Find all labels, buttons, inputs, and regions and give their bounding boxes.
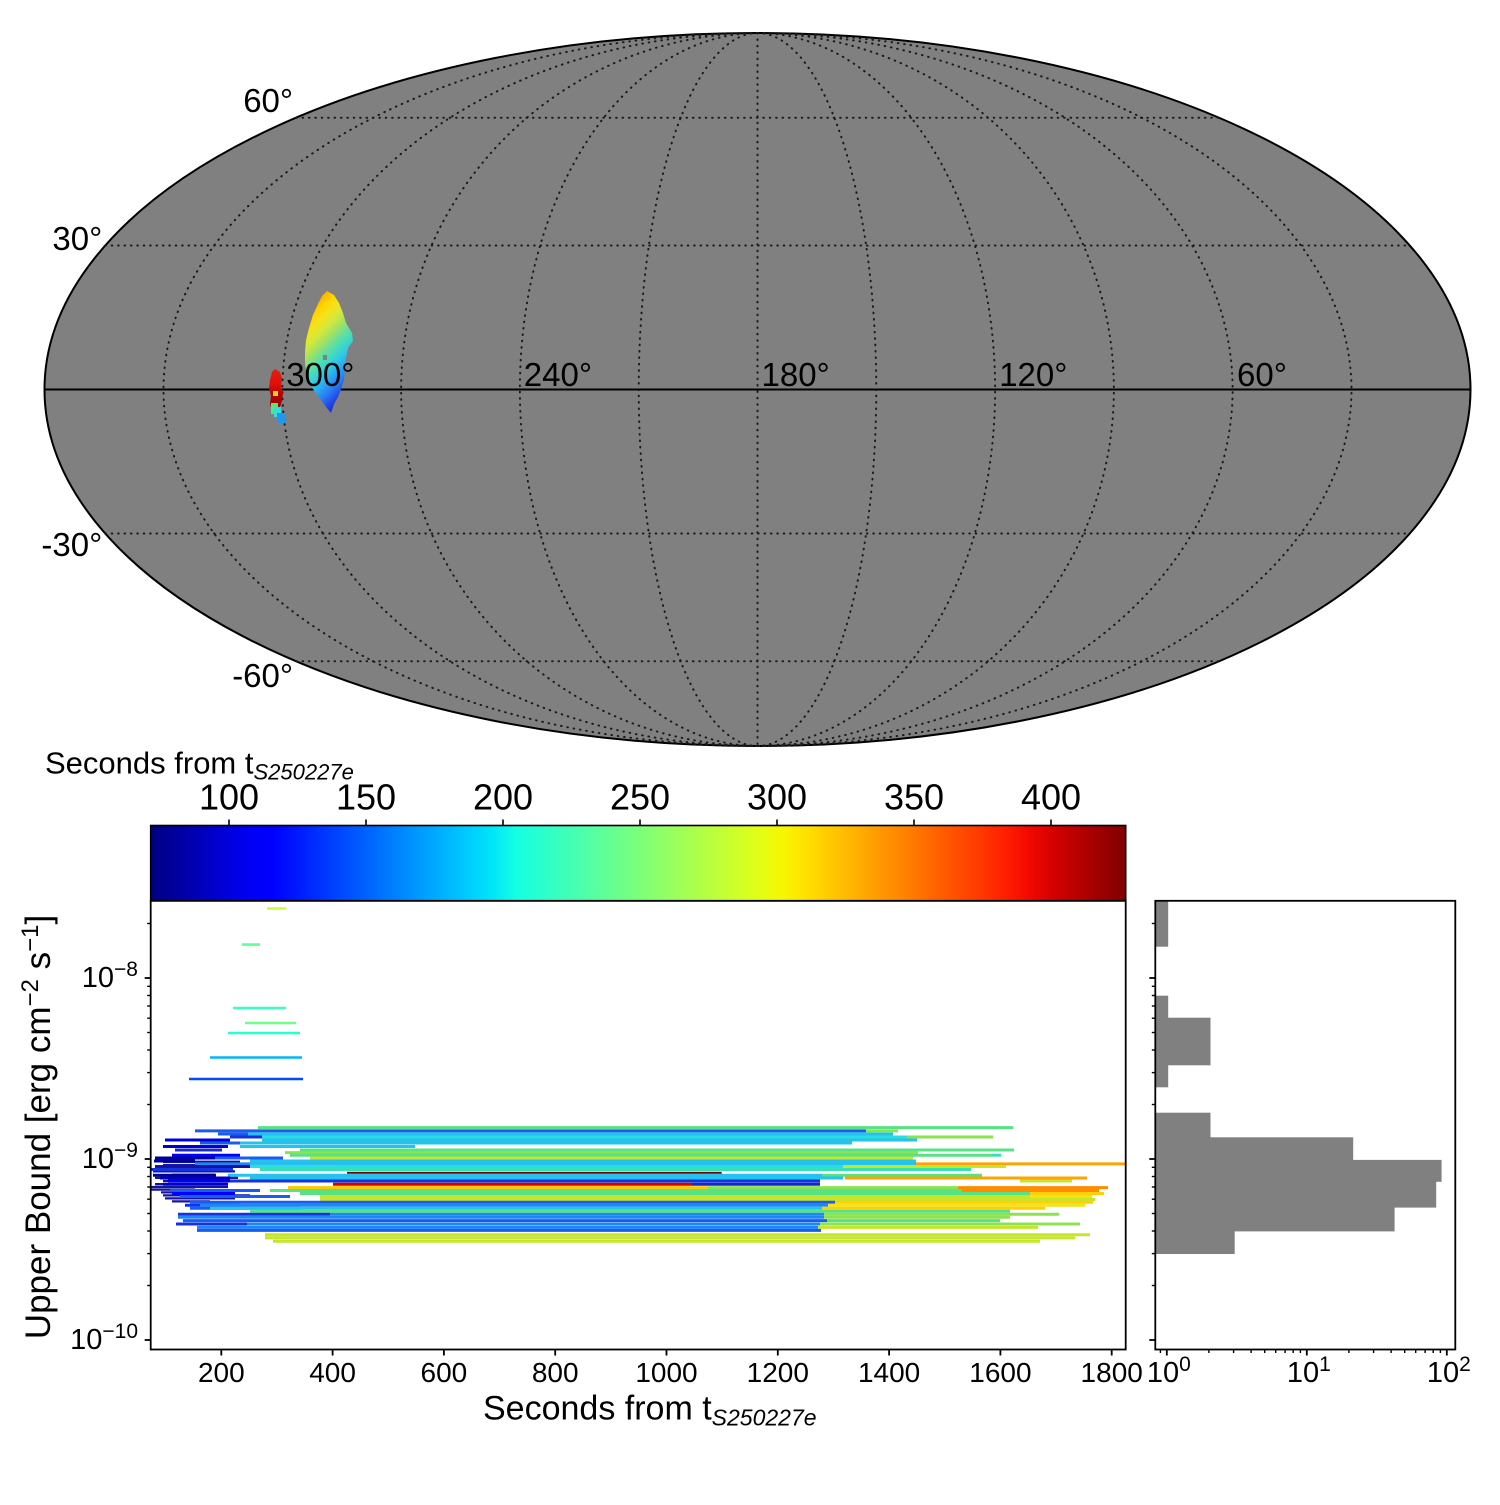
svg-text:800: 800 [532,1357,579,1388]
svg-text:1000: 1000 [635,1357,697,1388]
svg-text:60°: 60° [1237,356,1287,393]
svg-text:100: 100 [199,777,259,818]
svg-text:400: 400 [1021,777,1081,818]
svg-text:600: 600 [421,1357,468,1388]
svg-text:200: 200 [198,1357,245,1388]
svg-text:30°: 30° [52,220,102,257]
svg-text:-60°: -60° [232,657,293,694]
svg-text:60°: 60° [243,82,293,119]
svg-text:400: 400 [309,1357,356,1388]
svg-text:-30°: -30° [41,526,102,563]
svg-text:180°: 180° [762,356,830,393]
svg-text:300: 300 [747,777,807,818]
svg-text:150: 150 [336,777,396,818]
svg-text:200: 200 [473,777,533,818]
svg-text:1800: 1800 [1081,1357,1143,1388]
svg-text:250: 250 [610,777,670,818]
svg-text:240°: 240° [524,356,592,393]
svg-text:120°: 120° [999,356,1067,393]
svg-text:1400: 1400 [858,1357,920,1388]
svg-text:Upper Bound [erg cm−2 s−1]: Upper Bound [erg cm−2 s−1] [17,915,58,1339]
svg-text:1600: 1600 [969,1357,1031,1388]
svg-text:1200: 1200 [747,1357,809,1388]
svg-text:300°: 300° [286,356,354,393]
svg-text:350: 350 [884,777,944,818]
